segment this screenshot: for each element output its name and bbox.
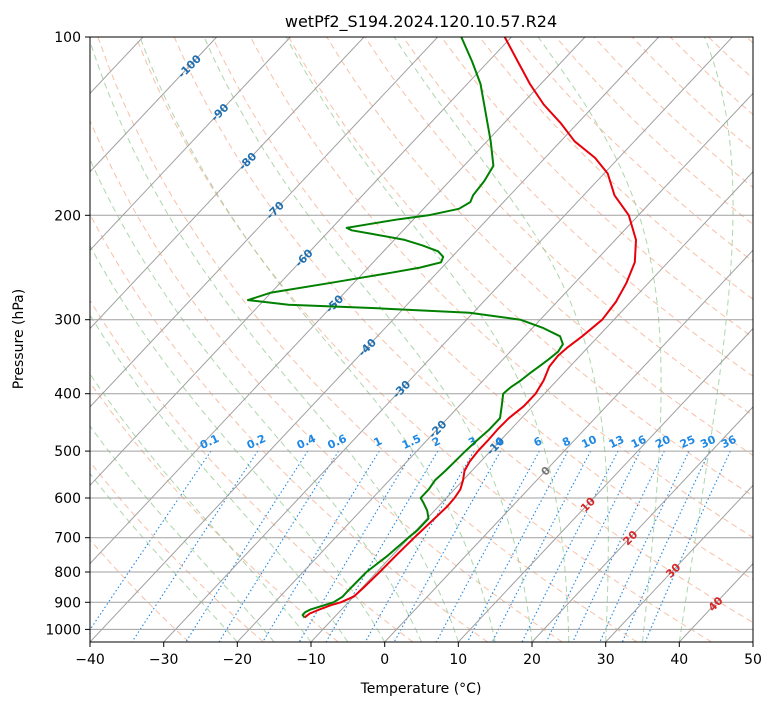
- x-tick-label: −40: [75, 652, 105, 668]
- isotherm-line: [90, 37, 218, 173]
- isotherm-line: [90, 37, 365, 330]
- mixing-ratio-line: [621, 450, 711, 642]
- moist-adiabat-line: [90, 39, 459, 642]
- dry-adiabat-line: [97, 37, 638, 642]
- y-tick-label: 900: [54, 595, 81, 611]
- x-tick-label: −20: [223, 652, 253, 668]
- mixing-ratio-label: 20: [653, 433, 673, 451]
- x-tick-label: 50: [744, 652, 762, 668]
- dry-adiabat-line: [90, 461, 264, 642]
- moist-adiabat-line: [678, 37, 734, 642]
- mixing-ratio-line: [572, 450, 665, 642]
- mixing-ratio-line: [545, 450, 641, 642]
- skewed-isotherms: [90, 37, 753, 642]
- dry-adiabat-line: [90, 539, 190, 642]
- mixing-ratio-label: 13: [607, 433, 626, 451]
- moist-adiabat-line: [139, 37, 496, 642]
- mixing-ratio-line: [262, 450, 380, 642]
- mixing-ratio-label: 25: [678, 433, 697, 451]
- moist-adiabat-line: [90, 244, 386, 642]
- moist-adiabat-line: [203, 37, 533, 642]
- isotherm-line: [90, 37, 512, 487]
- y-tick-label: 400: [54, 387, 81, 403]
- mixing-ratio-line: [435, 450, 540, 642]
- y-tick-label: 300: [54, 313, 81, 329]
- mixing-ratio-labels: 0.1 0.2 0.4 0.6 1 1.5 2 3 4 6 8 10 13 16 20 25 30 36: [198, 432, 739, 452]
- x-tick-label: −10: [296, 652, 326, 668]
- x-tick-label: 30: [597, 652, 615, 668]
- y-tick-label: 100: [54, 30, 81, 46]
- profile-series: [246, 37, 637, 619]
- mixing-ratio-lines: [90, 450, 731, 642]
- moist-adiabat-line: [537, 37, 662, 642]
- moist-adiabat-line: [90, 425, 275, 642]
- x-axis-ticks: −40 −30 −20 −10 0 10 20 30 40 50: [75, 642, 762, 668]
- mixing-ratio-line: [599, 450, 690, 642]
- mixing-ratio-label: 36: [719, 433, 739, 451]
- isotherm-line: [90, 37, 660, 642]
- y-axis-label: Pressure (hPa): [11, 289, 27, 389]
- y-tick-label: 600: [54, 491, 81, 507]
- x-tick-label: 20: [523, 652, 541, 668]
- plot-frame: [89, 36, 754, 643]
- dry-adiabat-line: [173, 37, 753, 624]
- dewpoint-profile-line: [246, 37, 564, 619]
- isotherm-line: [163, 37, 733, 642]
- mixing-ratio-label: 30: [698, 433, 718, 451]
- x-tick-label: 40: [670, 652, 688, 668]
- isotherm-line: [90, 37, 291, 251]
- moist-adiabat-line: [285, 37, 570, 642]
- dry-adiabat-line: [90, 213, 488, 642]
- y-tick-label: 800: [54, 565, 81, 581]
- x-tick-label: 10: [449, 652, 467, 668]
- pressure-gridlines: [90, 37, 753, 630]
- isotherm-line: [531, 406, 753, 642]
- dry-adiabat-line: [288, 37, 753, 497]
- dry-adiabat-line: [135, 37, 712, 642]
- mixing-ratio-line: [491, 450, 592, 642]
- mixing-ratio-label: 10: [580, 433, 600, 451]
- mixing-ratio-line: [364, 450, 475, 642]
- y-tick-label: 500: [54, 444, 81, 460]
- y-tick-label: 200: [54, 208, 81, 224]
- dry-adiabat-line: [90, 381, 339, 642]
- x-axis-label: Temperature (°C): [360, 681, 482, 697]
- temperature-profile-line: [303, 37, 637, 619]
- mixing-ratio-line: [467, 450, 569, 642]
- isotherm-line: [457, 327, 753, 642]
- isotherm-line: [605, 484, 753, 642]
- mixing-ratio-line: [218, 450, 340, 642]
- y-axis-ticks: 100 200 300 400 500 600 700 800 900 1000: [45, 30, 90, 638]
- isotherm-line: [384, 249, 753, 642]
- mixing-ratio-line: [521, 450, 619, 642]
- x-tick-label: 0: [380, 652, 389, 668]
- isotherm-line: [90, 37, 439, 408]
- mixing-ratio-line: [90, 450, 212, 631]
- y-tick-label: 700: [54, 531, 81, 547]
- chart-title: wetPf2_S194.2024.120.10.57.R24: [285, 12, 557, 32]
- dry-adiabat-line: [326, 37, 753, 457]
- moist-adiabat-line: [393, 37, 609, 642]
- moist-adiabats: [90, 37, 734, 642]
- moist-adiabat-line: [90, 314, 349, 642]
- x-tick-label: −30: [149, 652, 179, 668]
- mixing-ratio-line: [393, 450, 502, 642]
- plot-area: -100-90-80-70-60-50-40-30-20-10010203040…: [90, 37, 753, 642]
- y-tick-label: 1000: [45, 622, 81, 638]
- mixing-ratio-label: 16: [629, 433, 649, 451]
- isotherm-line: [236, 92, 753, 642]
- dry-adiabat-line: [211, 37, 753, 581]
- dry-adiabat-line: [90, 119, 563, 642]
